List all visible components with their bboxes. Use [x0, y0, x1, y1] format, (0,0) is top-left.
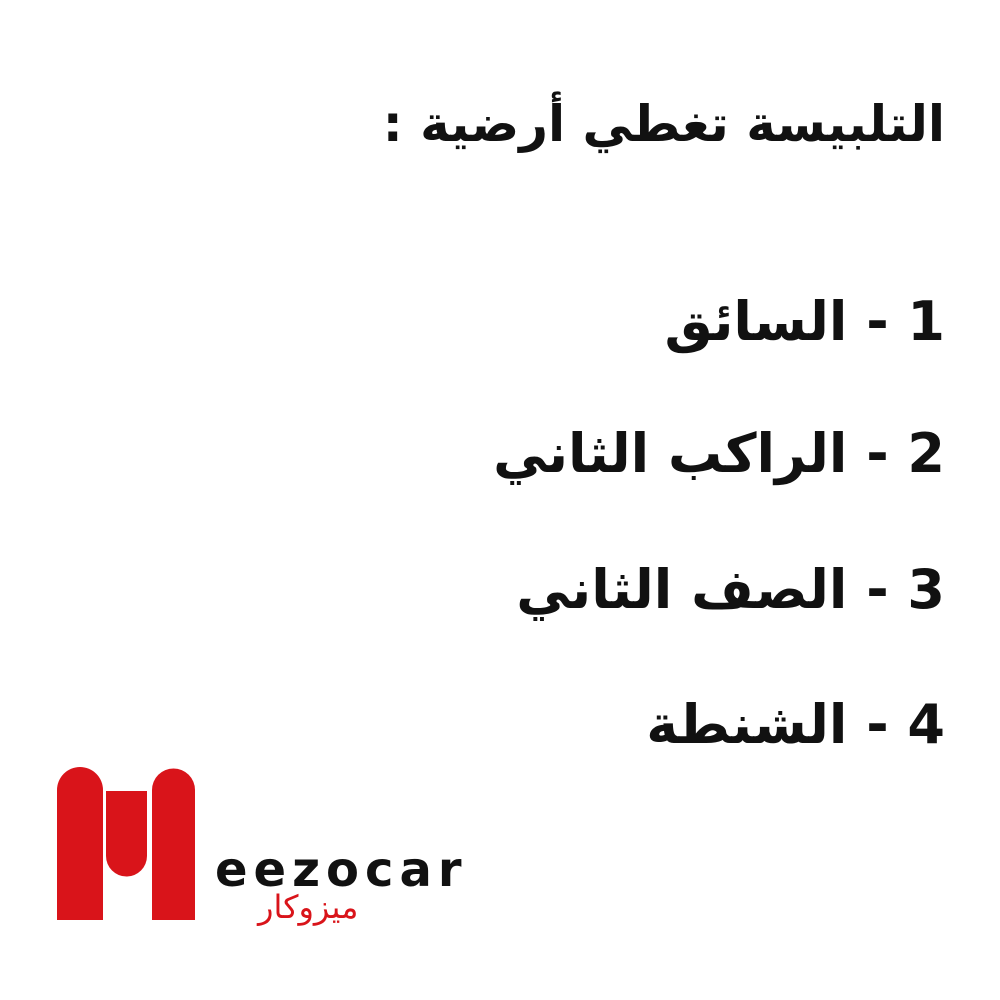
list-item: 4 - الشنطة — [646, 693, 945, 756]
logo-text-ar: ميزوكار — [258, 888, 359, 926]
logo-text-en: eezocar — [215, 842, 468, 898]
heading: التلبيسة تغطي أرضية : — [382, 95, 945, 153]
list-item: 2 - الراكب الثاني — [493, 422, 945, 485]
list-item: 1 - السائق — [664, 290, 945, 353]
list-item: 3 - الصف الثاني — [516, 558, 945, 621]
